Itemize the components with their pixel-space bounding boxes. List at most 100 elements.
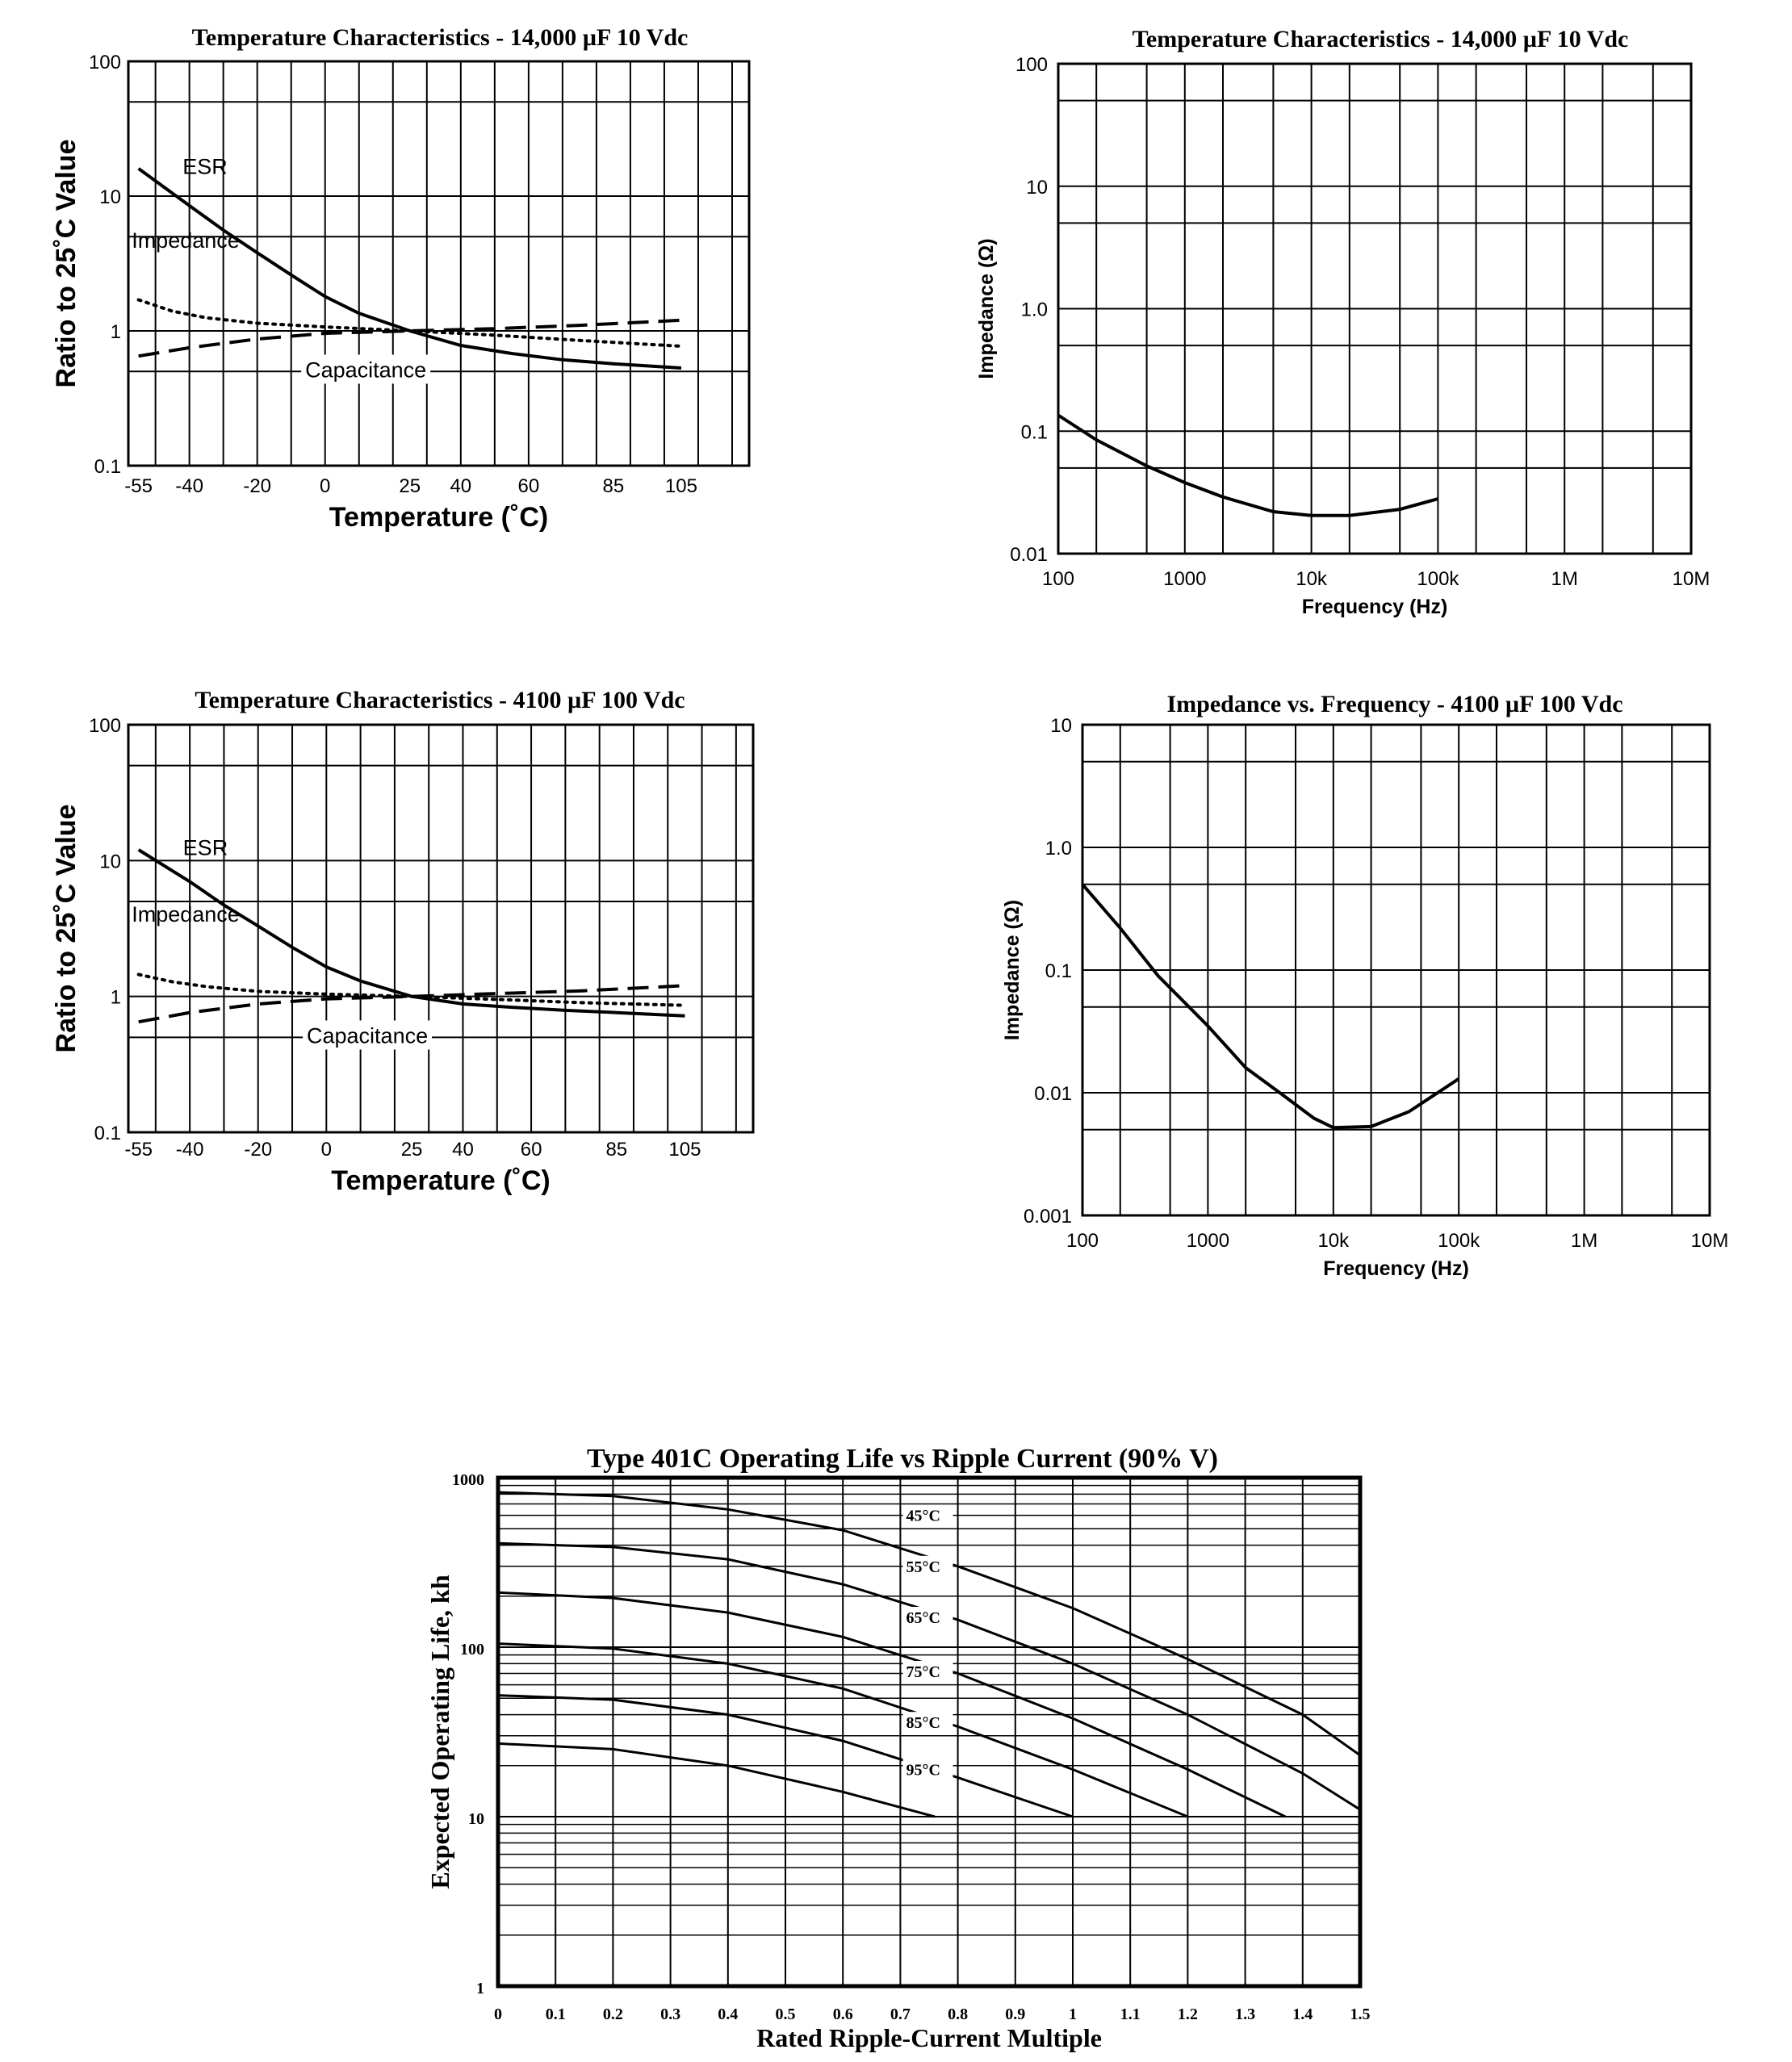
x-tick-label: 105 xyxy=(668,1139,701,1161)
label-backdrop xyxy=(301,354,431,384)
plot-frame xyxy=(127,723,755,1134)
x-tick-label: 40 xyxy=(452,1139,474,1161)
series-line-45-c xyxy=(497,1491,1361,1757)
x-tick-label: 100 xyxy=(1042,568,1074,590)
y-tick-label: 0.1 xyxy=(1045,960,1072,982)
x-tick-label: -55 xyxy=(124,1139,153,1161)
x-tick-label: 100k xyxy=(1417,568,1459,590)
y-tick-label: 100 xyxy=(89,52,121,73)
x-tick-label: 0.2 xyxy=(603,2006,623,2023)
x-tick-label: 10M xyxy=(1673,568,1710,590)
series-label-45c: 45°C xyxy=(906,1508,940,1525)
x-tick-label: 10k xyxy=(1296,568,1328,590)
series-label-75c: 75°C xyxy=(906,1663,940,1681)
series-line-esr xyxy=(137,848,685,1018)
x-tick-label: 1000 xyxy=(1163,568,1206,590)
y-tick-label: 1 xyxy=(111,987,121,1009)
x-tick-label: 0.7 xyxy=(890,2006,911,2023)
x-tick-label: 10k xyxy=(1317,1230,1350,1252)
x-tick-label: -55 xyxy=(124,475,153,497)
chart-title: Temperature Characteristics - 14,000 µF … xyxy=(1133,26,1629,52)
y-tick-label: 0.01 xyxy=(1010,544,1048,566)
label-backdrop xyxy=(902,1504,953,1526)
x-tick-label: 1.1 xyxy=(1120,2006,1141,2023)
x-tick-label: 100 xyxy=(1066,1230,1099,1252)
series-line-capacitance xyxy=(138,318,682,358)
grid xyxy=(1082,725,1710,1216)
x-tick-label: 60 xyxy=(518,475,540,497)
y-tick-label: 1 xyxy=(111,321,121,343)
label-backdrop xyxy=(902,1555,953,1577)
series-line-85-c xyxy=(497,1694,1074,1818)
x-tick-label: 1.5 xyxy=(1350,2006,1371,2023)
x-tick-label: -20 xyxy=(244,1139,272,1161)
grid xyxy=(128,61,749,466)
x-tick-label: 25 xyxy=(401,1139,423,1161)
y-tick-label: 100 xyxy=(1015,54,1048,76)
x-tick-label: 1M xyxy=(1551,568,1578,590)
x-tick-label: 1.3 xyxy=(1235,2006,1255,2023)
y-tick-label: 1.0 xyxy=(1021,299,1048,321)
series-label-impedance: Impedance xyxy=(132,228,240,253)
y-tick-label: 10 xyxy=(468,1810,484,1828)
y-tick-label: 0.1 xyxy=(94,456,121,478)
series-line-65-c xyxy=(497,1591,1287,1818)
y-tick-label: 0.001 xyxy=(1024,1206,1072,1228)
y-tick-label: 1.0 xyxy=(1045,838,1072,860)
chart-title: Temperature Characteristics - 14,000 µF … xyxy=(192,24,689,51)
x-axis-label: Frequency (Hz) xyxy=(1323,1257,1469,1280)
x-tick-label: 1000 xyxy=(1187,1230,1229,1252)
x-tick-label: 10M xyxy=(1691,1230,1729,1252)
x-tick-label: 25 xyxy=(399,475,421,497)
chart-imp4100: Impedance vs. Frequency - 4100 µF 100 Vd… xyxy=(1001,691,1728,1280)
y-axis-label: Impedance (Ω) xyxy=(1001,900,1024,1040)
series-line-75-c xyxy=(497,1642,1188,1818)
y-axis-label: Ratio to 25˚C Value xyxy=(51,805,82,1053)
series-line-55-c xyxy=(497,1541,1361,1811)
x-tick-label: 0.4 xyxy=(718,2006,738,2023)
x-axis-label: Temperature (˚C) xyxy=(329,502,548,533)
series-label-esr: ESR xyxy=(183,835,228,860)
series-line-impedance xyxy=(136,298,683,348)
series-line-impedance xyxy=(136,972,687,1007)
series-label-capacitance: Capacitance xyxy=(307,1023,428,1048)
series-line-impedance xyxy=(1057,413,1438,517)
x-tick-label: -40 xyxy=(175,475,203,497)
x-tick-label: 1M xyxy=(1571,1230,1597,1252)
y-tick-label: 10 xyxy=(99,186,121,208)
x-tick-label: 0.1 xyxy=(546,2006,566,2023)
label-backdrop xyxy=(902,1607,953,1629)
x-tick-label: 1.4 xyxy=(1292,2006,1313,2023)
plot-frame xyxy=(1081,723,1711,1217)
x-tick-label: 0.9 xyxy=(1005,2006,1025,2023)
plot-frame xyxy=(1057,62,1693,555)
x-tick-label: 1.2 xyxy=(1178,2006,1198,2023)
y-tick-label: 10 xyxy=(1050,715,1072,737)
x-tick-label: 0.5 xyxy=(776,2006,796,2023)
label-backdrop xyxy=(902,1712,953,1734)
y-axis-label: Ratio to 25˚C Value xyxy=(51,140,82,388)
y-axis-label: Impedance (Ω) xyxy=(975,238,998,379)
x-tick-label: 100k xyxy=(1438,1230,1480,1252)
y-tick-label: 1 xyxy=(476,1980,484,1997)
x-tick-label: 0.3 xyxy=(660,2006,680,2023)
x-tick-label: -40 xyxy=(176,1139,204,1161)
x-axis-label: Temperature (˚C) xyxy=(331,1165,550,1196)
y-tick-label: 10 xyxy=(1026,177,1048,199)
y-tick-label: 0.1 xyxy=(94,1123,121,1144)
x-axis-label: Rated Ripple-Current Multiple xyxy=(756,2023,1102,2052)
chart-temp4100: Temperature Characteristics - 4100 µF 10… xyxy=(51,687,755,1196)
plot-frame xyxy=(127,60,751,467)
series-line-95-c xyxy=(497,1742,936,1818)
x-tick-label: 40 xyxy=(450,475,471,497)
y-tick-label: 1000 xyxy=(452,1471,484,1489)
chart-life401c: Type 401C Operating Life vs Ripple Curre… xyxy=(425,1444,1371,2052)
series-label-95c: 95°C xyxy=(906,1761,940,1779)
chart-title: Temperature Characteristics - 4100 µF 10… xyxy=(195,687,685,713)
x-tick-label: -20 xyxy=(243,475,271,497)
y-axis-label: Expected Operating Life, kh xyxy=(425,1575,454,1889)
series-line-esr xyxy=(137,167,682,370)
series-label-impedance: Impedance xyxy=(132,902,240,926)
y-tick-label: 100 xyxy=(460,1641,484,1658)
